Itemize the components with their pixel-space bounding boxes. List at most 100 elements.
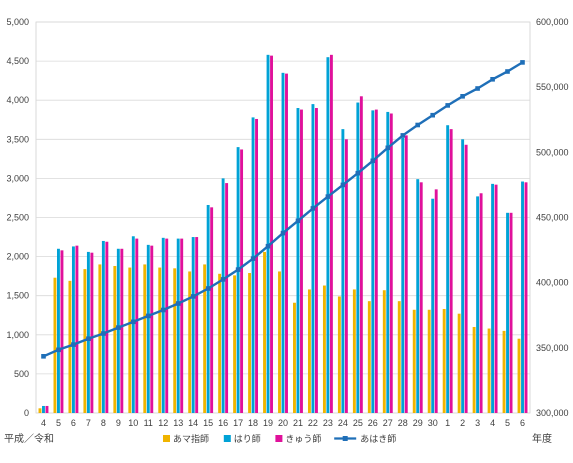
bar-あマ指師: [128, 267, 132, 413]
bar-はり師: [326, 57, 330, 413]
line-marker: [190, 294, 196, 299]
line-marker: [355, 170, 361, 176]
bar-はり師: [57, 248, 60, 413]
bar-きゅう師: [270, 55, 273, 413]
line-marker: [116, 325, 121, 330]
bar-きゅう師: [314, 108, 318, 414]
bar-きゅう師: [404, 135, 408, 413]
bar-はり師: [101, 240, 105, 413]
bar-あマ指師: [248, 273, 252, 413]
bar-はり師: [521, 181, 524, 413]
bar-はり師: [86, 251, 90, 413]
bar-きゅう師: [240, 149, 244, 413]
bar-あマ指師: [472, 326, 476, 413]
bar-あマ指師: [487, 328, 491, 413]
legend-swatch: [163, 435, 170, 442]
x-tick-label: 4: [41, 418, 46, 428]
y-left-tick-label: 0: [24, 408, 29, 418]
x-tick-label: 15: [203, 418, 213, 428]
bar-あマ指師: [203, 264, 207, 413]
x-axis-label-right: 年度: [532, 432, 552, 445]
y-right-tick-label: 450,000: [536, 213, 569, 223]
bar-あマ指師: [457, 313, 461, 413]
bar-きゅう師: [120, 248, 124, 413]
x-tick-label: 10: [128, 418, 138, 428]
line-marker: [101, 331, 106, 336]
y-left-tick-label: 1,000: [6, 330, 29, 340]
bar-はり師: [281, 72, 285, 413]
bar-あマ指師: [233, 275, 237, 413]
line-marker: [265, 243, 271, 249]
bar-はり師: [71, 246, 75, 413]
x-tick-label: 12: [158, 418, 168, 428]
bar-はり師: [476, 196, 480, 413]
y-right-tick-label: 350,000: [536, 343, 569, 353]
bar-あマ指師: [502, 330, 506, 413]
x-tick-label: 20: [278, 418, 288, 428]
x-tick-label: 30: [428, 418, 438, 428]
legend-swatch: [275, 435, 283, 442]
line-marker: [460, 94, 465, 99]
y-left-tick-label: 5,000: [6, 17, 29, 27]
bar-あマ指師: [397, 301, 401, 413]
x-tick-label: 14: [188, 418, 198, 428]
legend-label: あはき師: [360, 433, 396, 444]
bar-はり師: [446, 125, 450, 413]
x-tick-label: 2: [460, 418, 465, 428]
bar-きゅう師: [195, 237, 199, 413]
x-tick-label: 3: [475, 418, 480, 428]
legend-label: はり師: [234, 433, 261, 444]
x-tick-label: 13: [173, 418, 183, 428]
y-left-tick-label: 2,500: [6, 213, 29, 223]
y-right-tick-label: 400,000: [536, 278, 569, 288]
bar-はり師: [176, 238, 180, 413]
bar-きゅう師: [449, 129, 453, 413]
bar-きゅう師: [389, 113, 393, 414]
bar-はり師: [491, 183, 495, 413]
line-marker: [310, 206, 316, 211]
line-marker: [131, 319, 136, 325]
bar-あマ指師: [278, 271, 281, 413]
bar-はり師: [191, 237, 195, 413]
legend-label: あマ指師: [173, 433, 209, 444]
bar-あマ指師: [98, 264, 102, 413]
x-tick-label: 23: [323, 418, 333, 428]
x-tick-label: 29: [413, 418, 423, 428]
bar-きゅう師: [105, 241, 109, 413]
bar-きゅう師: [225, 183, 229, 413]
legend-label: きゅう師: [285, 433, 321, 444]
legend-swatch: [223, 435, 231, 442]
bar-あマ指師: [517, 338, 521, 413]
bar-はり師: [401, 137, 405, 414]
line-marker: [445, 103, 450, 108]
legend-swatch-marker: [342, 436, 348, 441]
x-tick-label: 7: [86, 418, 91, 428]
bar-きゅう師: [374, 109, 378, 413]
x-tick-label: 24: [338, 418, 348, 428]
bar-はり師: [311, 104, 315, 414]
x-tick-label: 6: [71, 418, 76, 428]
line-marker: [235, 267, 241, 272]
line-marker: [41, 354, 46, 359]
bar-はり師: [386, 111, 390, 414]
bar-はり師: [206, 204, 210, 413]
line-marker: [146, 313, 151, 319]
y-left-tick-label: 2,000: [6, 252, 29, 262]
line-marker: [430, 112, 435, 118]
bar-あマ指師: [382, 290, 386, 413]
bar-きゅう師: [434, 189, 438, 413]
line-marker: [490, 77, 495, 82]
bar-きゅう師: [464, 144, 468, 413]
bar-はり師: [146, 244, 150, 413]
line-marker: [505, 69, 510, 74]
bar-あマ指師: [263, 251, 266, 413]
bar-きゅう師: [180, 238, 184, 413]
bar-あマ指師: [38, 408, 42, 413]
x-tick-label: 28: [398, 418, 408, 428]
bar-はり師: [341, 129, 345, 413]
y-left-tick-label: 4,500: [6, 56, 29, 66]
bar-あマ指師: [442, 308, 446, 413]
line-marker: [415, 122, 420, 128]
bar-あマ指師: [293, 302, 296, 413]
bar-あマ指師: [337, 296, 341, 413]
